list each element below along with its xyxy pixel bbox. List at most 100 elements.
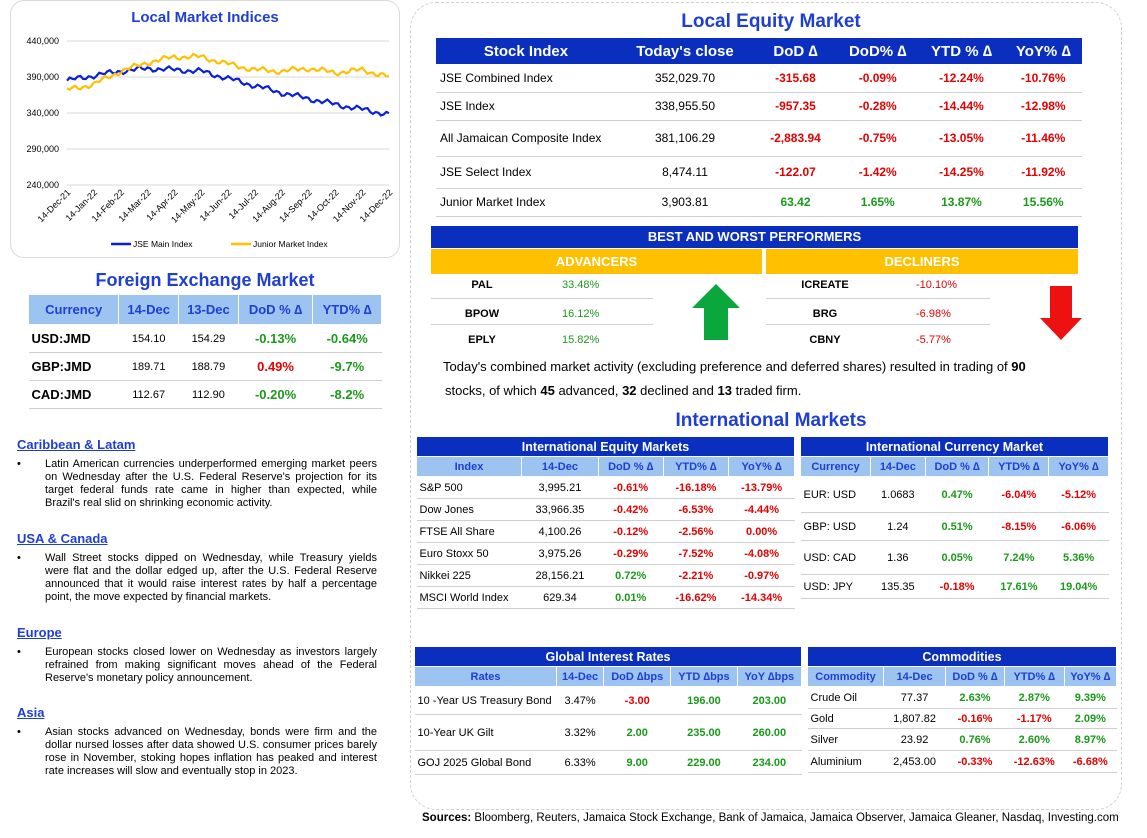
table-cell: -6.04%: [988, 476, 1049, 513]
table-cell: 1,807.82: [883, 708, 946, 729]
up-arrow-icon: [692, 284, 740, 340]
equity-header-cell: DoD ∆: [773, 42, 818, 60]
table-cell: Gold: [807, 708, 884, 729]
table-cell: 203.00: [737, 686, 802, 715]
table-row: Gold 1,807.82 -0.16% -1.17% 2.09%: [807, 708, 1117, 729]
table-cell: 196.00: [670, 686, 738, 715]
down-arrow-icon: [1040, 286, 1082, 340]
equity-cell: 15.56%: [1004, 188, 1082, 217]
fx-cell: -0.64%: [312, 324, 382, 353]
equity-cell: 63.42: [753, 188, 838, 217]
table-cell: 9.00: [603, 750, 671, 775]
table-cell: 260.00: [737, 714, 802, 751]
fx-header-cell: 14-Dec: [118, 294, 180, 325]
table-cell: 2.63%: [945, 686, 1005, 709]
table-title-row: International Currency Market: [800, 436, 1109, 457]
table-cell: 3,995.21: [521, 476, 599, 499]
equity-cell: 352,029.70: [616, 64, 754, 93]
table-header-cell: YTD% ∆: [988, 456, 1050, 477]
table-cell: Dow Jones: [416, 498, 522, 521]
news-text: Asian stocks advanced on Wednesday, bond…: [45, 726, 377, 777]
table-cell: 0.00%: [728, 520, 795, 543]
equity-cell: -14.44%: [918, 92, 1005, 121]
equity-cell: 3,903.81: [616, 188, 754, 217]
table-header-cell: 14-Dec: [555, 666, 605, 687]
table-row: MSCI World Index 629.34 0.01% -16.62% -14.34…: [416, 586, 795, 609]
sources-line: Sources: Bloomberg, Reuters, Jamaica Sto…: [422, 812, 1119, 824]
equity-cell: -122.07: [753, 156, 838, 189]
equity-cell: -957.35: [753, 92, 838, 121]
equity-cell: -11.92%: [1004, 156, 1082, 189]
table-cell: 135.35: [870, 574, 926, 599]
table-cell: 3.47%: [556, 686, 604, 715]
table-cell: Crude Oil: [807, 686, 884, 709]
table-header-cell: Commodity: [807, 666, 884, 687]
fx-cell: -0.20%: [238, 380, 313, 409]
table-cell: 0.01%: [598, 586, 664, 609]
stocks-firm: 13: [717, 383, 732, 398]
y-tick-label: 240,000: [26, 180, 59, 190]
equity-row: JSE Combined Index 352,029.70 -315.68 -0.09…: [436, 64, 1082, 93]
table-cell: -8.15%: [988, 512, 1049, 541]
table-cell: -7.52%: [663, 542, 729, 565]
table-header-row: Rates 14-Dec DoD ∆bps YTD ∆bps YoY ∆bps: [414, 666, 803, 687]
table-cell: Aluminium: [807, 750, 884, 773]
equity-row: JSE Select Index 8,474.11 -122.07 -1.42% -14…: [436, 156, 1082, 189]
performers-header: BEST AND WORST PERFORMERS: [431, 226, 1078, 248]
table-row: Aluminium 2,453.00 -0.33% -12.63% -6.68%: [807, 750, 1117, 773]
table-cell: 1.36: [870, 540, 926, 575]
table-cell: 8.97%: [1064, 728, 1117, 751]
decliner-change: -10.10%: [916, 279, 957, 291]
local-market-indices-panel: Local Market Indices 440,000 390,000 340,0…: [10, 0, 400, 258]
table-header-cell: Index: [416, 456, 522, 477]
equity-cell: -0.09%: [837, 64, 919, 93]
fx-cell: CAD:JMD: [28, 380, 119, 409]
table-header-row: Index 14-Dec DoD % ∆ YTD% ∆ YoY% ∆: [416, 456, 795, 477]
table-cell: -6.06%: [1048, 512, 1109, 541]
fx-title: Foreign Exchange Market: [95, 270, 315, 290]
table-header-cell: 14-Dec: [870, 456, 926, 477]
table-cell: -0.97%: [728, 564, 795, 587]
table-cell: 0.72%: [598, 564, 664, 587]
table-header-cell: 14-Dec: [521, 456, 599, 477]
fx-table: Currency 14-Dec 13-Dec DoD % ∆ YTD% ∆ USD:JM…: [27, 294, 382, 409]
table-cell: -0.33%: [945, 750, 1005, 773]
fx-header-cell: DoD % ∆: [237, 294, 314, 325]
advancers-header: ADVANCERS: [431, 249, 762, 274]
table-header-cell: YTD ∆bps: [670, 666, 738, 687]
fx-row: USD:JMD 154.10 154.29 -0.13% -0.64%: [28, 324, 382, 353]
table-title: Global Interest Rates: [414, 646, 802, 667]
fx-row: GBP:JMD 189.71 188.79 0.49% -9.7%: [28, 352, 382, 381]
table-row: 10-Year UK Gilt 3.32% 2.00 235.00 260.00: [414, 714, 802, 751]
divider: [766, 324, 990, 325]
table-row: GBP: USD 1.24 0.51% -8.15% -6.06%: [800, 512, 1109, 541]
table-cell: -3.00: [603, 686, 671, 715]
table-cell: 19.04%: [1048, 574, 1109, 599]
table-cell: 4,100.26: [521, 520, 599, 543]
table-cell: 1.0683: [870, 476, 926, 513]
table-cell: -0.61%: [598, 476, 664, 499]
fx-cell: 154.29: [178, 324, 239, 353]
fx-header-cell: YTD% ∆: [312, 294, 382, 325]
divider: [431, 324, 653, 325]
news-body: • European stocks closed lower on Wednesd…: [17, 646, 377, 685]
table-cell: -5.12%: [1048, 476, 1109, 513]
table-row: Nikkei 225 28,156.21 0.72% -2.21% -0.97%: [416, 564, 795, 587]
y-tick-label: 390,000: [26, 72, 59, 82]
table-cell: 5.36%: [1048, 540, 1109, 575]
equity-cell: All Jamaican Composite Index: [436, 120, 616, 157]
table-cell: 0.76%: [945, 728, 1005, 751]
bullet-icon: •: [17, 458, 21, 470]
advancer-name: EPLY: [468, 334, 496, 346]
equity-cell: 1.65%: [837, 188, 919, 217]
equity-cell: JSE Combined Index: [436, 64, 616, 93]
advancer-name: BPOW: [464, 308, 500, 320]
equity-cell: 8,474.11: [616, 156, 754, 189]
bullet-icon: •: [17, 552, 21, 564]
table-cell: 6.33%: [556, 750, 604, 775]
table-header-row: Currency 14-Dec DoD % ∆ YTD% ∆ YoY% ∆: [800, 456, 1109, 477]
table-row: GOJ 2025 Global Bond 6.33% 9.00 229.00 234.0…: [414, 750, 802, 775]
fx-cell: 189.71: [118, 352, 179, 381]
table-title: Commodities: [807, 646, 1117, 667]
table-row: USD: JPY 135.35 -0.18% 17.61% 19.04%: [800, 574, 1109, 599]
